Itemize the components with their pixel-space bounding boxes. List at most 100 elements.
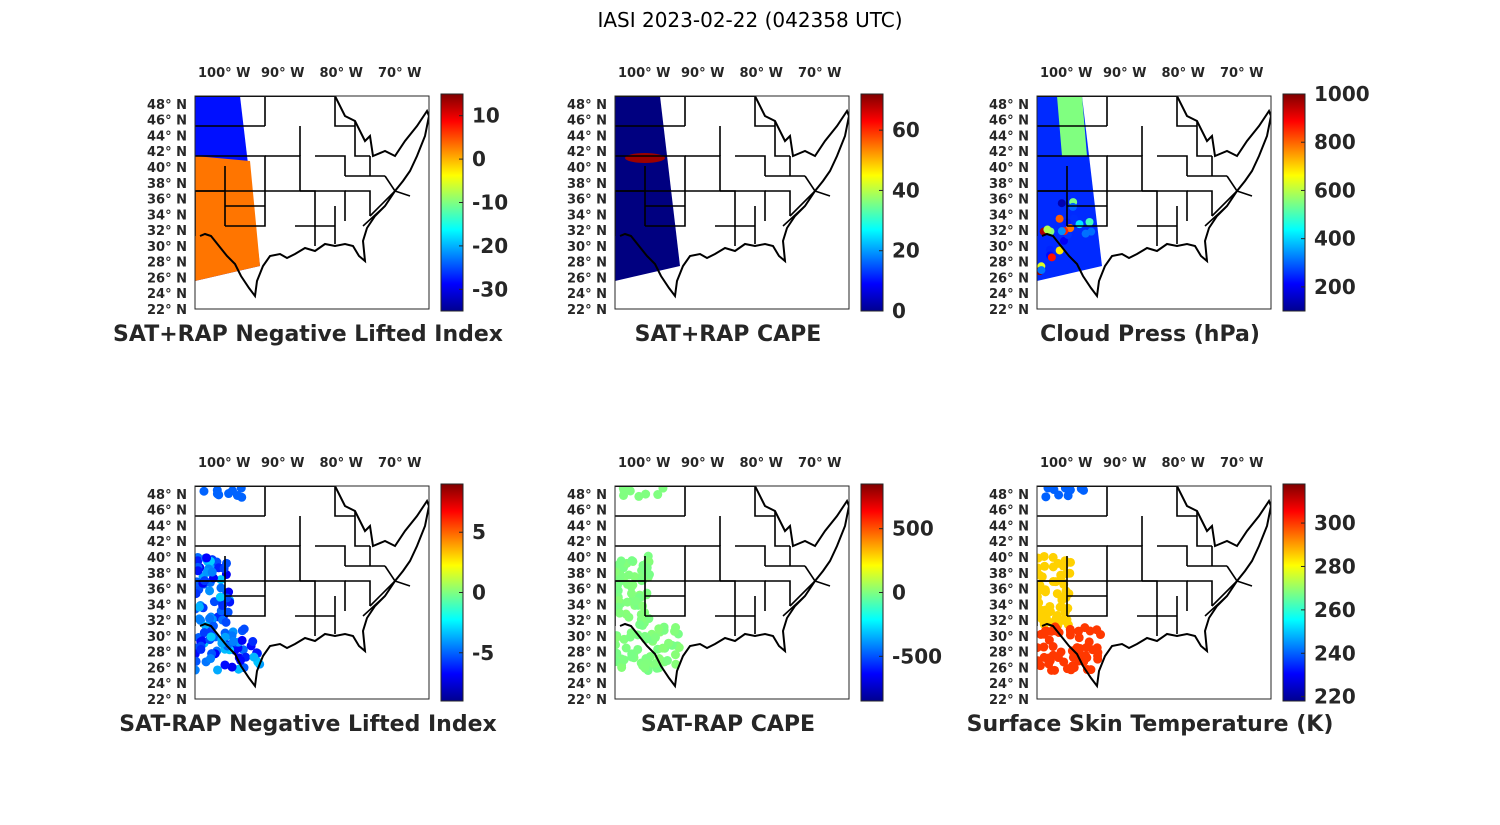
data-point xyxy=(642,590,652,600)
data-point xyxy=(1040,585,1050,595)
data-layer xyxy=(1037,96,1102,281)
data-point xyxy=(619,486,629,495)
map-area xyxy=(195,96,429,299)
data-point xyxy=(662,656,672,666)
state-border xyxy=(1204,205,1228,227)
state-border xyxy=(1157,155,1188,176)
colorbar-tick-label: 800 xyxy=(1314,130,1356,154)
state-border xyxy=(394,190,411,197)
state-border xyxy=(735,155,766,176)
state-border xyxy=(1107,545,1143,581)
lat-tick-label: 42° N xyxy=(567,535,607,550)
data-point xyxy=(1054,490,1064,500)
country-border xyxy=(615,96,849,299)
lon-tick-label: 100° W xyxy=(618,456,671,471)
data-point xyxy=(1057,199,1066,208)
state-border xyxy=(1196,511,1212,547)
lat-tick-label: 24° N xyxy=(989,287,1029,302)
data-point xyxy=(199,628,209,638)
colorbar-tick-label: 0 xyxy=(892,299,906,323)
data-point xyxy=(218,601,228,611)
panel-title: SAT-RAP CAPE xyxy=(641,712,815,737)
data-point xyxy=(1059,579,1069,589)
state-border xyxy=(334,96,355,127)
state-border xyxy=(1236,580,1253,587)
lon-tick-label: 80° W xyxy=(740,66,783,81)
data-point xyxy=(1069,663,1079,673)
data-blob xyxy=(625,153,665,163)
lon-tick-label: 90° W xyxy=(1103,66,1146,81)
lat-tick-label: 48° N xyxy=(567,98,607,113)
state-border xyxy=(804,565,816,582)
axes-frame xyxy=(1036,95,1272,310)
data-point xyxy=(1050,665,1060,675)
data-point xyxy=(640,663,650,673)
panel-surface-skin-temp: Surface Skin Temperature (K) 48° N46° N4… xyxy=(967,456,1356,737)
data-point xyxy=(228,637,238,647)
data-point xyxy=(1039,642,1049,652)
lat-tick-label: 46° N xyxy=(567,504,607,519)
lat-tick-label: 32° N xyxy=(989,614,1029,629)
data-point xyxy=(617,662,627,672)
data-point xyxy=(202,553,212,563)
data-point xyxy=(1047,253,1056,262)
lat-tick-label: 44° N xyxy=(989,129,1029,144)
state-border xyxy=(1211,580,1238,607)
lat-tick-label: 46° N xyxy=(147,114,187,129)
lat-tick-label: 36° N xyxy=(567,583,607,598)
state-border xyxy=(685,190,736,226)
data-point xyxy=(658,486,668,493)
lat-tick-label: 32° N xyxy=(147,614,187,629)
data-point xyxy=(227,662,237,672)
lon-tick-label: 100° W xyxy=(198,456,251,471)
colorbar-tick-label: 200 xyxy=(1314,275,1356,299)
data-point xyxy=(1040,561,1050,571)
country-border xyxy=(1037,96,1271,299)
lon-tick-label: 90° W xyxy=(681,66,724,81)
lat-tick-label: 22° N xyxy=(567,693,607,708)
data-point xyxy=(1057,227,1066,236)
data-layer xyxy=(615,96,680,281)
lat-tick-label: 34° N xyxy=(147,208,187,223)
lat-tick-label: 42° N xyxy=(567,145,607,160)
colorbar-tick-label: 60 xyxy=(892,118,920,142)
colorbar xyxy=(860,93,884,312)
state-border xyxy=(774,511,790,547)
colorbar-tick-label: -5 xyxy=(472,641,494,665)
colorbar-tick-label: 600 xyxy=(1314,178,1356,202)
lat-tick-label: 36° N xyxy=(989,193,1029,208)
data-point xyxy=(1069,214,1078,223)
data-point xyxy=(615,640,621,650)
state-border xyxy=(300,580,346,611)
data-point xyxy=(635,620,645,630)
data-point xyxy=(615,648,622,658)
state-border xyxy=(814,580,831,587)
state-border xyxy=(1067,581,1108,617)
figure-title: IASI 2023-02-22 (042358 UTC) xyxy=(597,8,902,32)
lat-tick-label: 42° N xyxy=(989,535,1029,550)
data-point xyxy=(615,567,620,577)
lat-tick-label: 38° N xyxy=(989,567,1029,582)
lon-tick-label: 80° W xyxy=(1162,66,1205,81)
state-border xyxy=(1107,155,1143,191)
data-point xyxy=(195,556,203,566)
lat-tick-label: 22° N xyxy=(989,303,1029,318)
state-border xyxy=(685,580,736,616)
panel-title: Surface Skin Temperature (K) xyxy=(967,712,1334,737)
panel-sat-minus-rap-cape: SAT-RAP CAPE 48° N46° N44° N42° N40° N38… xyxy=(567,456,942,737)
colorbar-tick-label: -20 xyxy=(472,234,508,258)
lat-tick-label: 32° N xyxy=(567,224,607,239)
state-border xyxy=(265,545,301,581)
lat-tick-label: 36° N xyxy=(567,193,607,208)
state-border xyxy=(225,581,266,617)
state-border xyxy=(685,545,721,581)
state-border xyxy=(334,486,355,517)
state-border xyxy=(1204,595,1228,617)
state-border xyxy=(315,545,346,566)
state-border xyxy=(1037,190,1068,236)
data-point xyxy=(619,655,629,665)
lat-tick-label: 22° N xyxy=(147,693,187,708)
lon-tick-label: 70° W xyxy=(1220,66,1263,81)
lon-tick-label: 70° W xyxy=(798,66,841,81)
state-border xyxy=(300,190,346,221)
